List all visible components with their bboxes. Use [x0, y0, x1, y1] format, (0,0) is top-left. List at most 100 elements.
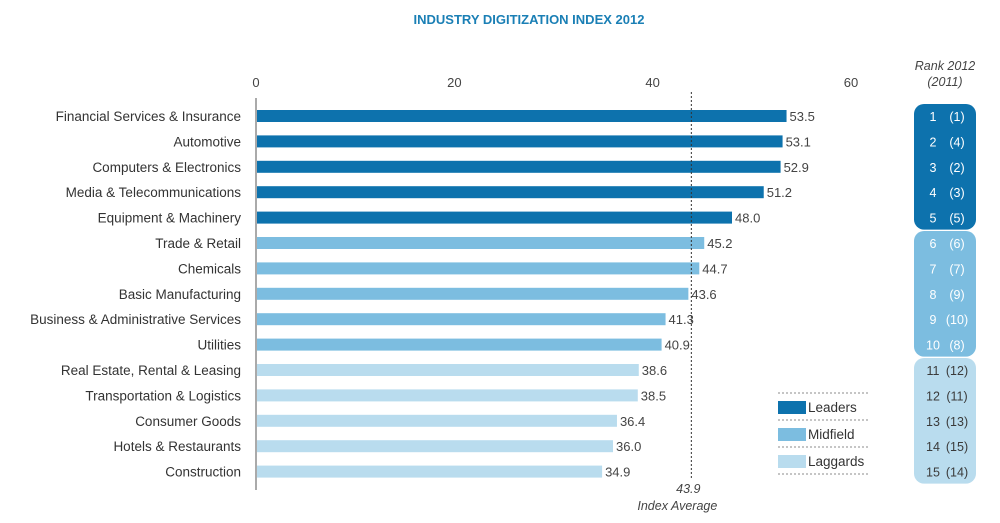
rank-2012: 10	[926, 339, 940, 353]
bar-value-label: 43.6	[691, 287, 716, 302]
bar	[257, 465, 603, 478]
rank-group-box	[914, 231, 976, 357]
rank-2011: (5)	[949, 212, 964, 226]
bar	[257, 414, 617, 427]
bar-value-label: 38.5	[641, 388, 666, 403]
rank-2012: 12	[926, 389, 940, 403]
rank-group-box	[914, 358, 976, 484]
index-average-value: 43.9	[676, 482, 700, 496]
rank-2011: (1)	[949, 110, 964, 124]
bar	[257, 313, 666, 326]
rank-2012: 5	[930, 212, 937, 226]
bar-value-label: 53.1	[786, 134, 811, 149]
bar	[257, 287, 689, 300]
rank-2012: 9	[930, 313, 937, 327]
rank-header-line2: (2011)	[927, 75, 962, 89]
x-tick-label: 60	[844, 75, 858, 90]
bar	[257, 364, 639, 376]
rank-2011: (11)	[946, 389, 967, 403]
category-label: Equipment & Machinery	[98, 211, 242, 226]
rank-2012: 1	[930, 110, 937, 124]
bar	[257, 440, 613, 453]
rank-2012: 6	[930, 237, 937, 251]
rank-group-box	[914, 104, 976, 230]
bar-value-label: 52.9	[784, 160, 809, 175]
rank-2011: (3)	[949, 186, 964, 200]
bars	[257, 110, 787, 478]
legend-label: Midfield	[808, 427, 855, 442]
bar-value-label: 34.9	[605, 465, 630, 480]
rank-2011: (15)	[946, 440, 968, 454]
rank-2011: (14)	[946, 466, 968, 480]
rank-header-line1: Rank 2012	[915, 59, 976, 73]
category-label: Financial Services & Insurance	[56, 109, 241, 124]
value-labels: 53.5 53.1 52.9 51.2 48.045.2 44.7 43.6 41.3 40.9…	[605, 109, 815, 480]
index-average-label: Index Average	[637, 499, 717, 513]
x-tick-label: 40	[645, 75, 659, 90]
category-label: Media & Telecommunications	[66, 185, 242, 200]
bar	[257, 389, 638, 402]
bar	[257, 211, 732, 224]
chart-title: INDUSTRY DIGITIZATION INDEX 2012	[414, 12, 645, 27]
bar	[257, 186, 764, 199]
bar-value-label: 40.9	[665, 338, 690, 353]
rank-2011: (10)	[946, 313, 968, 327]
category-label: Chemicals	[178, 261, 241, 276]
legend-label: Laggards	[808, 454, 865, 469]
legend-swatch	[778, 428, 806, 441]
category-label: Automotive	[173, 134, 241, 149]
rank-column: 1 (1) 2 (4) 3 (2) 4 (3) 5 (5) 6 (6) 7 (7) 8 (9) 9 (10) 10 (…	[914, 104, 976, 484]
rank-2011: (4)	[949, 135, 964, 149]
rank-2011: (8)	[949, 339, 964, 353]
rank-2012: 14	[926, 440, 940, 454]
bar-value-label: 45.2	[707, 236, 732, 251]
legend-swatch	[778, 401, 806, 414]
bar-value-label: 48.0	[735, 211, 760, 226]
bar-value-label: 38.6	[642, 363, 667, 378]
rank-2011: (13)	[946, 415, 968, 429]
bar-value-label: 36.0	[616, 439, 641, 454]
category-label: Trade & Retail	[155, 236, 241, 251]
rank-2011: (6)	[949, 237, 964, 251]
rank-2012: 13	[926, 415, 940, 429]
rank-2011: (2)	[949, 161, 964, 175]
rank-2011: (9)	[949, 288, 964, 302]
bar	[257, 135, 783, 148]
legend: Leaders Midfield Laggards	[778, 392, 870, 475]
category-label: Transportation & Logistics	[85, 388, 241, 403]
category-label: Hotels & Restaurants	[113, 439, 241, 454]
category-label: Utilities	[197, 338, 241, 353]
rank-2012: 7	[930, 262, 937, 276]
x-tick-label: 0	[252, 75, 259, 90]
bar	[257, 110, 787, 122]
category-label: Real Estate, Rental & Leasing	[61, 363, 241, 378]
rank-2012: 3	[930, 161, 937, 175]
category-label: Basic Manufacturing	[119, 287, 241, 302]
bar-value-label: 36.4	[620, 414, 645, 429]
rank-2012: 4	[930, 186, 937, 200]
category-labels: Financial Services & Insurance Automotive…	[30, 109, 241, 480]
x-axis-ticks: 0 20 40 60	[252, 75, 858, 90]
category-label: Computers & Electronics	[92, 160, 241, 175]
category-label: Business & Administrative Services	[30, 312, 241, 327]
bar	[257, 262, 700, 275]
bar	[257, 237, 705, 249]
legend-swatch	[778, 455, 806, 468]
bar-value-label: 41.3	[669, 312, 694, 327]
category-label: Consumer Goods	[135, 414, 241, 429]
bar-value-label: 44.7	[702, 261, 727, 276]
bar	[257, 160, 781, 173]
category-label: Construction	[165, 465, 241, 480]
rank-2012: 11	[927, 364, 940, 378]
bar-value-label: 51.2	[767, 185, 792, 200]
rank-2012: 15	[926, 466, 940, 480]
legend-label: Leaders	[808, 400, 857, 415]
rank-2012: 8	[930, 288, 937, 302]
rank-2012: 2	[930, 135, 937, 149]
x-tick-label: 20	[447, 75, 461, 90]
rank-2011: (12)	[946, 364, 968, 378]
bar-value-label: 53.5	[790, 109, 815, 124]
bar	[257, 338, 662, 351]
rank-2011: (7)	[949, 262, 964, 276]
